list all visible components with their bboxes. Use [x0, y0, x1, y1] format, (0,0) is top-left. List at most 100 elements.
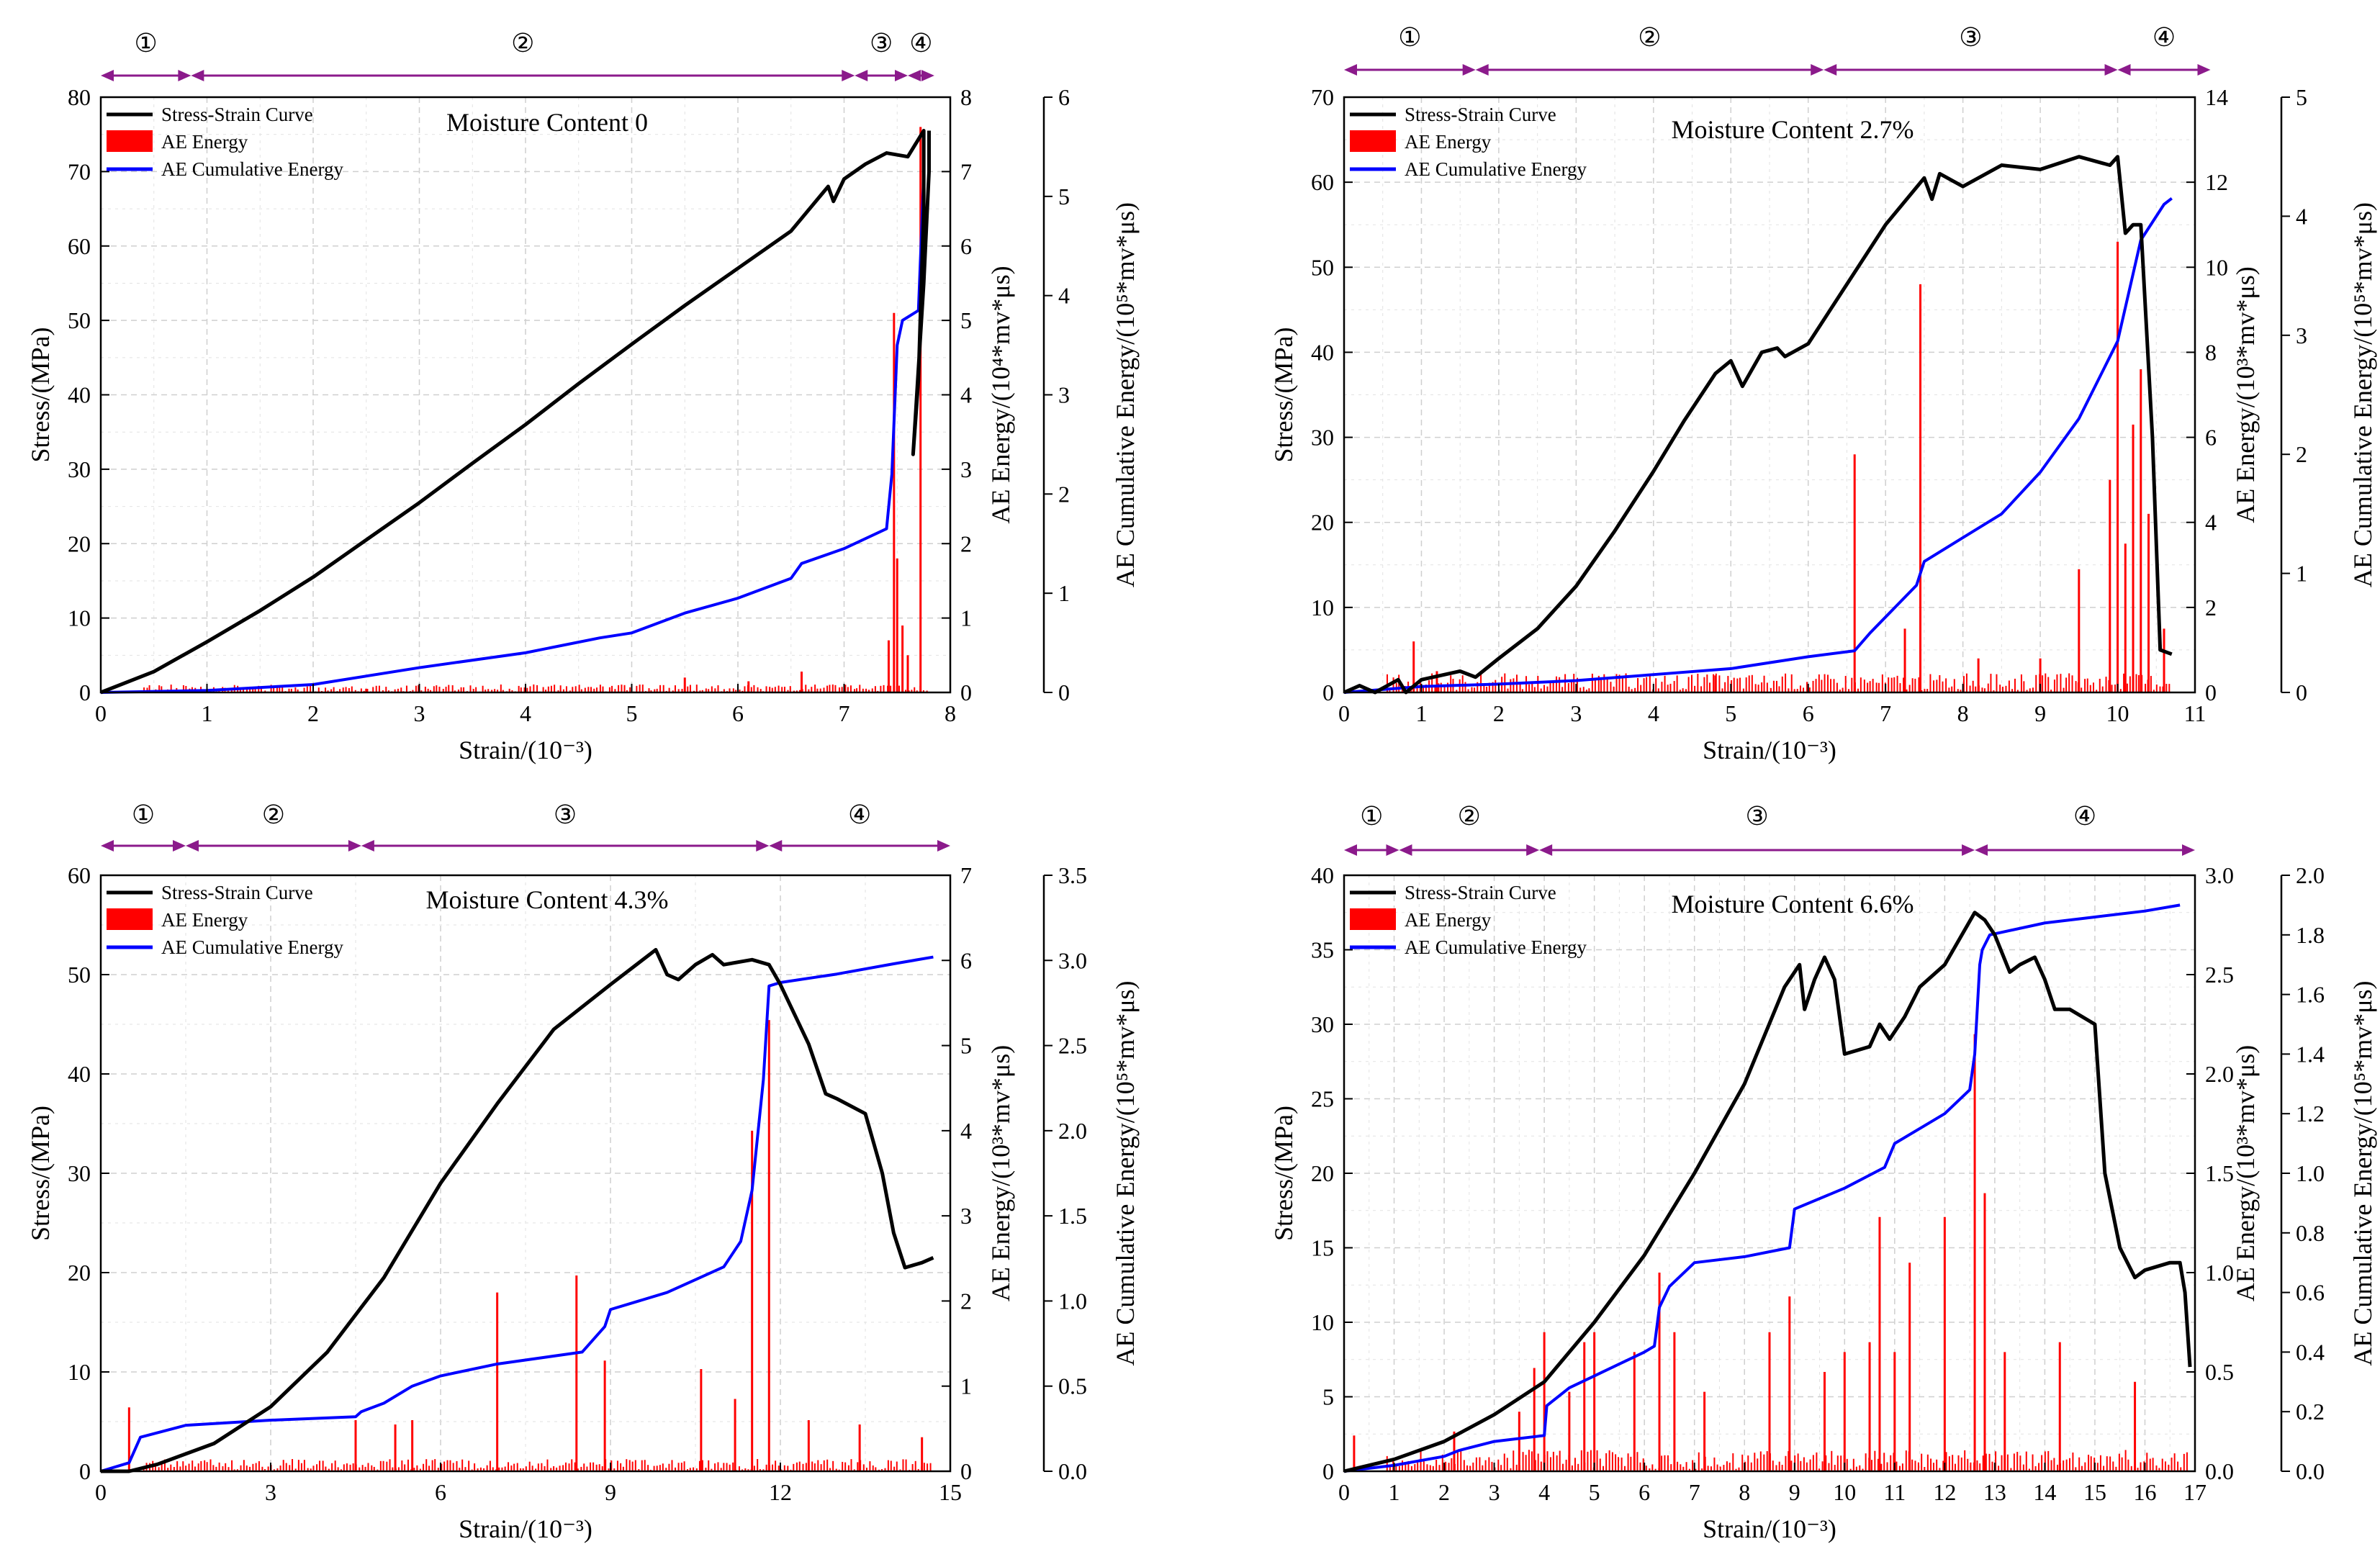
y3-tick-label: 4	[2296, 203, 2307, 229]
legend-label-stress: Stress-Strain Curve	[161, 882, 313, 903]
stage-arrow-head-left	[1344, 844, 1357, 856]
y-tick-label: 0	[1322, 1458, 1334, 1484]
y-tick-label: 10	[68, 1359, 91, 1385]
y3-tick-label: 2	[2296, 441, 2307, 467]
stress-strain-curve	[1343, 155, 2173, 695]
y2-axis-title: AE Energy/(10³*mv*μs)	[2231, 1045, 2260, 1301]
y2-tick-label: 1.0	[2205, 1260, 2234, 1286]
x-tick-label: 0	[1338, 1479, 1350, 1505]
stage-arrow-head-left	[855, 70, 868, 81]
stage-number-label: ④	[909, 29, 932, 58]
x-tick-label: 5	[1725, 700, 1736, 726]
x-tick-label: 7	[1689, 1479, 1700, 1505]
y2-tick-label: 2	[960, 1288, 972, 1314]
x-tick-label: 3	[265, 1479, 276, 1505]
y3-tick-label: 0.2	[2296, 1399, 2325, 1424]
x-tick-label: 0	[1338, 700, 1350, 726]
y2-tick-label: 6	[2205, 425, 2217, 451]
chart-panel-moisture-0: 0 1 2 3 4 5 6 7 80102030405060708001234567801234…	[26, 29, 1140, 764]
y-tick-label: 25	[1311, 1086, 1334, 1112]
y3-tick-label: 0	[1058, 679, 1070, 705]
stage-number-label: ①	[135, 29, 158, 58]
stage-arrow-head-right	[2104, 64, 2118, 76]
y3-tick-label: 3.5	[1058, 862, 1087, 888]
y-tick-label: 40	[68, 1061, 91, 1087]
y2-tick-label: 8	[960, 84, 972, 110]
x-tick-label: 4	[1538, 1479, 1550, 1505]
y-tick-label: 70	[68, 158, 91, 184]
stage-arrow-head-right	[937, 840, 950, 852]
stress-strain-curve	[100, 129, 931, 695]
x-tick-label: 6	[1803, 700, 1814, 726]
y-tick-label: 30	[68, 1160, 91, 1186]
stage-arrow-head-left	[1399, 844, 1412, 856]
y2-tick-label: 5	[960, 1033, 972, 1059]
stage-arrow-head-left	[1344, 64, 1357, 76]
y3-tick-label: 5	[1058, 184, 1070, 209]
stage-arrow-head-left	[186, 840, 199, 852]
ae-energy-series	[1386, 241, 2171, 692]
stage-arrow-head-left	[1975, 844, 1988, 856]
legend: Stress-Strain Curve AE Energy AE Cumulativ…	[1350, 104, 1587, 180]
y2-tick-label: 1.5	[2205, 1160, 2234, 1186]
x-tick-label: 2	[307, 700, 319, 726]
y-tick-label: 10	[1311, 1309, 1334, 1335]
ae-energy-series	[1353, 1034, 2188, 1471]
y2-tick-label: 6	[960, 233, 972, 259]
x-tick-label: 2	[1438, 1479, 1450, 1505]
stage-arrow-head-right	[1386, 844, 1399, 856]
stage-arrow-head-right	[842, 70, 855, 81]
y3-tick-label: 0.6	[2296, 1280, 2325, 1306]
stage-arrow-head-right	[348, 840, 361, 852]
y3-axis-title: AE Cumulative Energy/(10⁵*mv*μs)	[1111, 980, 1140, 1365]
y-axis-title: Stress/(MPa)	[26, 328, 55, 463]
y3-tick-label: 2.5	[1058, 1033, 1087, 1059]
stage-arrow-head-left	[361, 840, 374, 852]
ae-cumulative-energy-line	[100, 176, 926, 694]
stage-arrow-head-right	[2197, 64, 2211, 76]
y-tick-label: 15	[1311, 1235, 1334, 1261]
x-axis-title: Strain/(10⁻³)	[459, 1514, 592, 1543]
y-tick-label: 60	[68, 233, 91, 259]
legend-label-ae-energy: AE Energy	[161, 909, 248, 931]
legend-label-ae-cumulative: AE Cumulative Energy	[161, 158, 343, 180]
x-tick-label: 15	[939, 1479, 962, 1505]
y-tick-label: 10	[68, 605, 91, 631]
moisture-content-title: Moisture Content 0	[446, 108, 648, 137]
x-tick-label: 10	[1833, 1479, 1856, 1505]
stage-arrow-head-right	[1462, 64, 1476, 76]
y2-tick-label: 5	[960, 307, 972, 333]
y-tick-label: 20	[1311, 1160, 1334, 1186]
stage-number-label: ④	[2073, 802, 2096, 831]
y2-axis-title: AE Energy/(10³*mv*μs)	[2231, 266, 2260, 523]
y3-tick-label: 5	[2296, 84, 2307, 110]
ae-energy-series	[127, 1020, 932, 1471]
x-tick-label: 6	[1638, 1479, 1650, 1505]
stage-arrow-head-left	[2117, 64, 2131, 76]
stage-number-label: ③	[1745, 802, 1768, 831]
x-tick-label: 16	[2133, 1479, 2156, 1505]
x-tick-label: 15	[2083, 1479, 2106, 1505]
x-tick-label: 7	[1880, 700, 1891, 726]
y3-tick-label: 6	[1058, 84, 1070, 110]
ae-cumulative-energy-line	[100, 955, 934, 1473]
chart-panel-moisture-2-7: 0 1 2 3 4 5 6 7 8 9 10 1101020304050607002468101214…	[1269, 23, 2377, 764]
x-tick-label: 9	[1789, 1479, 1800, 1505]
legend-label-ae-energy: AE Energy	[1405, 131, 1492, 153]
y2-tick-label: 6	[960, 947, 972, 973]
stage-arrow-head-right	[2182, 844, 2195, 856]
x-tick-label: 8	[945, 700, 956, 726]
stage-number-label: ①	[132, 800, 155, 829]
y2-tick-label: 1	[960, 1373, 972, 1399]
stage-arrow-head-right	[1526, 844, 1540, 856]
y-axis-title: Stress/(MPa)	[1269, 1106, 1298, 1241]
x-tick-label: 3	[414, 700, 425, 726]
y-tick-label: 30	[1311, 1011, 1334, 1037]
y2-tick-label: 4	[2205, 510, 2217, 536]
y2-tick-label: 14	[2205, 84, 2228, 110]
stage-number-label: ②	[262, 800, 285, 829]
